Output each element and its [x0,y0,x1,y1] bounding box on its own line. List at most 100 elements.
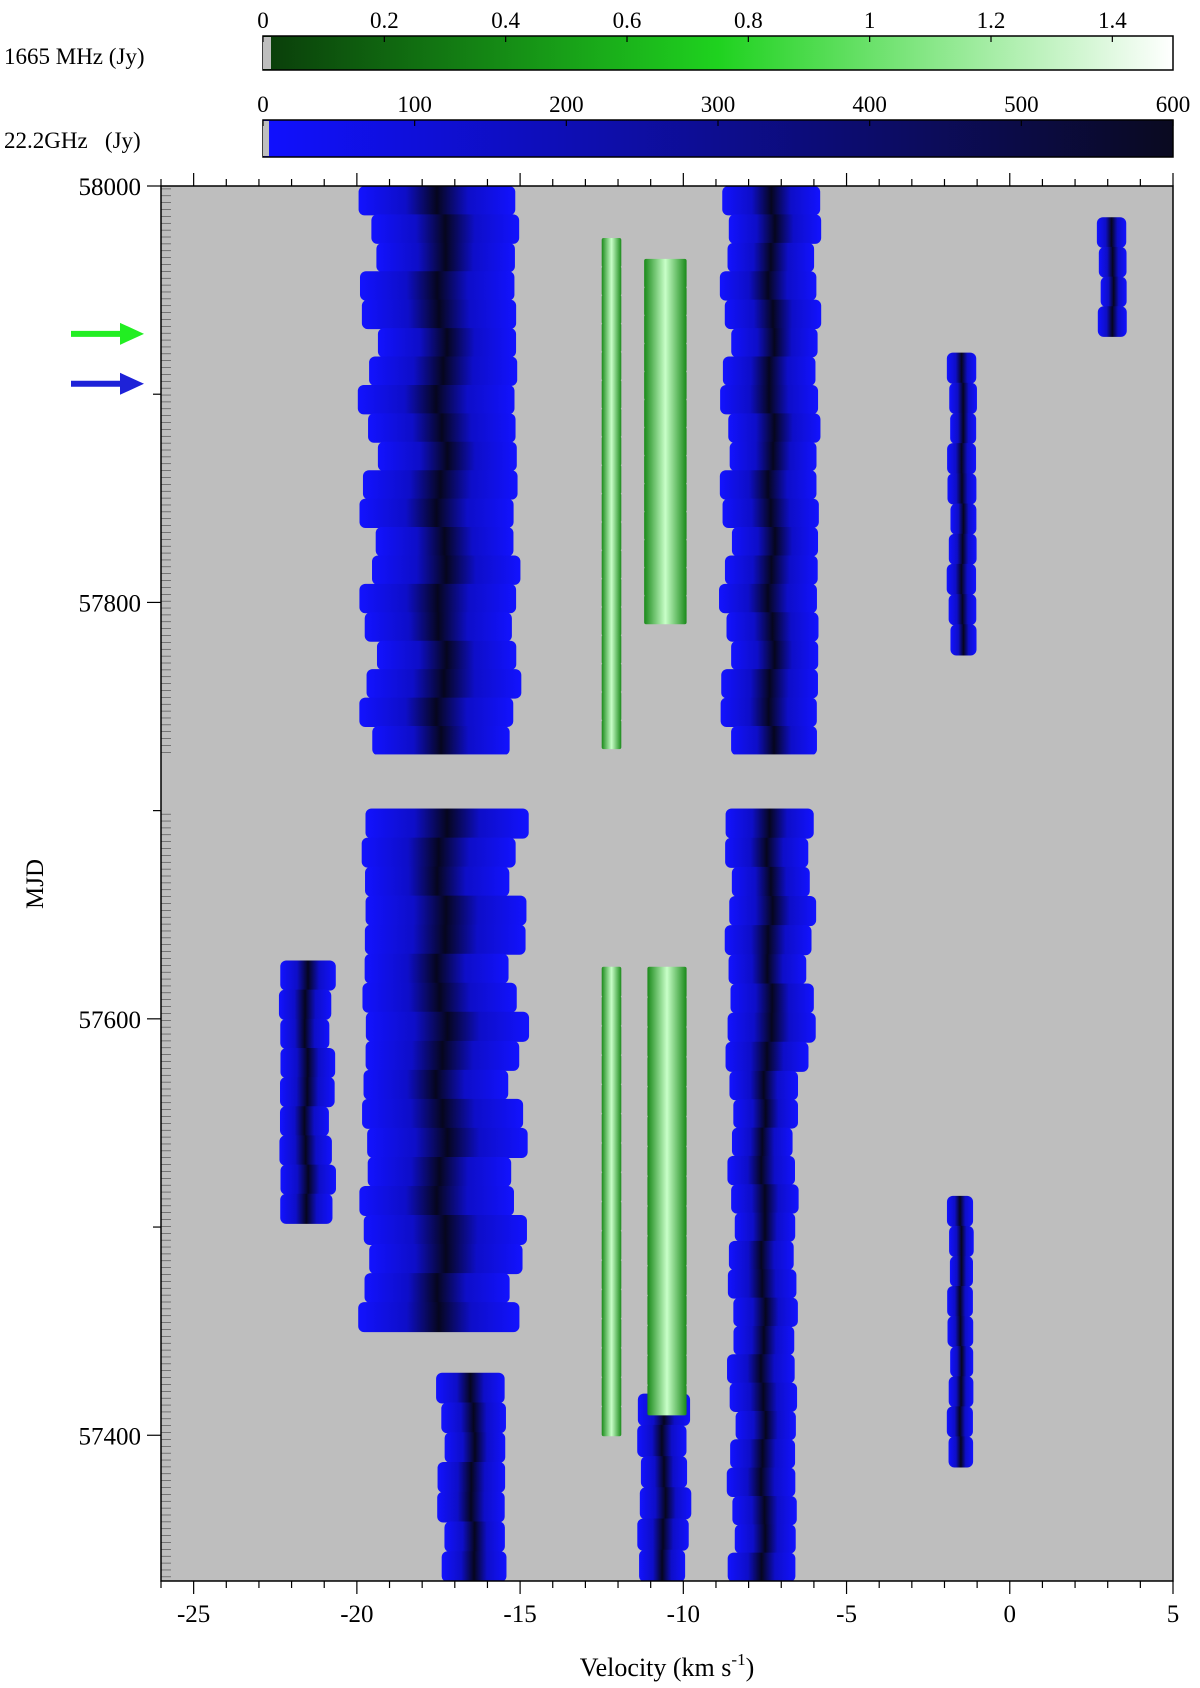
h2o-emission-channel [719,186,822,756]
emission-segment [728,214,822,244]
colorbar-tick-label: 0 [257,8,269,33]
emission-segment [647,1354,687,1386]
emission-segment [376,242,515,273]
emission-segment [729,1070,799,1101]
h2o-emission-channel [278,960,336,1224]
emission-segment [601,634,622,665]
emission-segment [601,1259,622,1290]
emission-segment [724,555,818,585]
emission-segment [647,966,687,998]
emission-segment [949,1255,973,1288]
h2o-emission-channel [358,808,530,1333]
colorbar-tick-label: 1 [864,8,876,33]
emission-segment [728,413,821,443]
colorbar-h2o-label: 22.2GHz (Jy) [4,128,141,153]
emission-segment [639,1487,692,1520]
emission-segment [725,808,814,839]
emission-segment [644,483,687,513]
emission-segment [601,1171,622,1203]
emission-segment [358,186,516,216]
emission-segment [1096,217,1127,248]
emission-segment [601,719,622,750]
emission-segment [357,384,515,415]
emission-segment [280,1047,336,1079]
x-tick-label: 0 [1004,1601,1017,1628]
emission-segment [361,299,517,330]
colorbar-tick-label: 0.6 [613,8,642,33]
emission-segment [725,837,809,868]
colorbar-tick-label: 0 [257,92,269,117]
emission-segment [601,1201,622,1232]
emission-segment [359,271,515,301]
emission-segment [601,1083,622,1115]
emission-segment [950,1346,974,1378]
emission-segment [365,895,527,926]
emission-segment [647,1026,687,1058]
colorbar-tick-label: 200 [549,92,584,117]
emission-segment [644,511,687,541]
emission-segment [946,563,977,596]
h2o-emission-channel [724,808,817,1072]
emission-segment [729,441,817,472]
emission-segment [947,1316,974,1348]
emission-segment [735,1410,796,1441]
emission-segment [367,1127,528,1158]
h2o-emission-channel [1096,217,1127,337]
emission-segment [365,866,510,897]
x-tick-label: -15 [503,1601,536,1628]
emission-segment [601,436,622,466]
emission-segment [734,1212,796,1242]
emission-segment [601,1054,622,1085]
emission-segment [365,1040,520,1071]
oh-emission-channel [644,258,687,625]
emission-segment [279,1106,329,1137]
emission-segment [278,989,332,1020]
emission-segment [601,996,622,1027]
emission-segment [720,697,817,727]
emission-segment [364,1273,510,1304]
colorbar-tick-label: 400 [852,92,887,117]
emission-segment [601,549,622,580]
emission-segment [601,294,622,325]
h2o-emission-channel [637,1393,692,1581]
emission-segment [647,996,687,1028]
y-tick-label: 57800 [79,590,142,617]
colorbar-oh: 1665 MHz (Jy) 0 0.2 0.4 0.6 0.8 1 1.2 1.4 [4,8,1174,71]
emission-segment [724,925,812,956]
y-tick-label: 57600 [79,1007,142,1034]
colorbar-tick-label: 0.4 [491,8,520,33]
colorbar-h2o-zero-cell [263,121,269,156]
emission-segment [369,1244,523,1275]
colorbar-tick-label: 600 [1156,92,1191,117]
emission-segment [444,1432,506,1464]
colorbar-tick-label: 0.8 [734,8,763,33]
y-tick-label: 57400 [79,1423,142,1450]
colorbar-h2o-ticks: 0 100 200 300 400 500 600 [257,92,1190,126]
emission-segment [949,1225,974,1257]
epoch-marker-arrow [71,372,144,395]
emission-segment [601,1405,622,1437]
emission-segment [647,1145,687,1177]
emission-segment [637,1518,689,1551]
emission-segment [362,1098,524,1129]
emission-segment [444,1521,505,1553]
x-axis-label-exponent: -1 [731,1650,745,1669]
emission-segment [376,640,517,671]
emission-segment [731,1184,799,1214]
emission-segment [647,1205,687,1237]
emission-segment [722,186,821,216]
emission-segment [601,663,622,693]
emission-segment [728,954,807,985]
emission-segment [948,1436,974,1468]
h2o-emission-channel [946,352,977,656]
emission-segment [946,1195,974,1227]
oh-emission-channel [601,238,622,750]
emission-segment [727,242,815,273]
emission-segment [644,539,687,569]
x-tick-label: -10 [667,1601,700,1628]
emission-segment [377,328,517,358]
emission-segment [734,1524,796,1554]
emission-segment [733,1297,798,1327]
emission-segment [364,612,512,642]
emission-segment [644,370,687,401]
